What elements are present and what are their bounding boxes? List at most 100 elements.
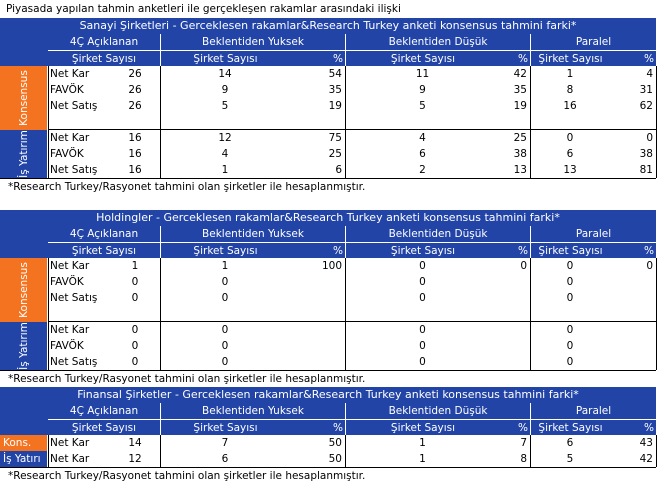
cell-value: 25 [513,132,527,144]
cell-value: 4 [419,132,426,144]
cell-value: 0 [221,356,229,368]
cell-value: 0 [131,324,139,336]
group-label: İş Yatırı [0,451,47,467]
subcolumn-header: % [500,242,530,258]
group-label: İş Yatırım [0,130,47,178]
column-rule [48,435,49,467]
cell-value: 7 [520,437,527,449]
column-header: 4Ç Açıklanan [48,34,160,50]
cell-value: 0 [131,276,139,288]
cell-value: 5 [419,100,426,112]
cell-value: 0 [131,292,139,304]
cell-value: 1 [419,453,426,465]
cell-value: 9 [419,84,426,96]
group-label-text: İş Yatırım [17,322,30,370]
footnote: *Research Turkey/Rasyonet tahmini olan ş… [8,470,366,482]
cell-value: 6 [419,148,426,160]
cell-value: 0 [566,276,574,288]
cell-value: 38 [639,148,653,160]
subcolumn-header: % [290,50,345,66]
column-rule [48,258,49,370]
cell-value: 12 [218,132,232,144]
cell-value: 0 [419,276,426,288]
cell-value: 42 [639,453,653,465]
column-rule [345,258,346,370]
cell-value: 31 [639,84,653,96]
subcolumn-header: % [610,50,656,66]
subcolumn-header: % [290,242,345,258]
column-header: Beklentiden Düşük [345,403,530,419]
cell-value: 0 [646,260,653,272]
cell-value: 7 [221,437,229,449]
subcolumn-header: Şirket Sayısı [160,419,290,435]
cell-value: 81 [639,164,653,176]
cell-value: 0 [221,276,229,288]
column-rule [160,66,161,178]
column-header: Beklentiden Yuksek [160,34,345,50]
cell-value: 0 [566,324,574,336]
cell-value: 1 [419,437,426,449]
cell-value: 8 [520,453,527,465]
cell-value: 5 [221,100,229,112]
subcolumn-header: % [500,419,530,435]
row-separator [48,129,656,130]
row-separator [48,321,656,322]
subcolumn-header: Şirket Sayısı [530,419,610,435]
column-rule [345,435,346,467]
row-label: Net Kar [50,68,90,80]
footnote: *Research Turkey/Rasyonet tahmini olan ş… [8,181,366,193]
cell-value: 0 [131,340,139,352]
footnote: *Research Turkey/Rasyonet tahmini olan ş… [8,373,366,385]
row-label: Net Satış [50,356,98,368]
group-label-text: İş Yatırım [17,130,30,178]
subcolumn-header: Şirket Sayısı [160,50,290,66]
table-header: Finansal Şirketler - Gerceklesen rakamla… [0,387,656,403]
group-label: Kons. [0,435,47,451]
cell-value: 19 [328,100,342,112]
cell-value: 8 [566,84,574,96]
cell-value: 100 [321,260,342,272]
cell-value: 0 [566,340,574,352]
column-rule [656,435,657,467]
cell-value: 14 [128,437,142,449]
subcolumn-header: % [500,50,530,66]
column-rule [345,66,346,178]
cell-value: 35 [513,84,527,96]
column-header: 4Ç Açıklanan [48,403,160,419]
cell-value: 4 [221,148,229,160]
cell-value: 16 [128,132,142,144]
cell-value: 43 [639,437,653,449]
row-label: FAVÖK [50,276,84,288]
cell-value: 0 [419,324,426,336]
cell-value: 11 [415,68,430,80]
subcolumn-header: Şirket Sayısı [530,242,610,258]
column-header: Paralel [530,34,656,50]
row-label: Net Kar [50,453,90,465]
cell-value: 0 [566,260,574,272]
group-label: Konsensus [0,258,47,322]
cell-value: 35 [328,84,342,96]
subcolumn-header: Şirket Sayısı [160,242,290,258]
cell-value: 1 [131,260,139,272]
cell-value: 13 [513,164,527,176]
cell-value: 6 [566,148,574,160]
group-label: İş Yatırım [0,322,47,370]
cell-value: 9 [221,84,229,96]
row-label: FAVÖK [50,148,84,160]
cell-value: 0 [419,292,426,304]
subcolumn-header: % [290,419,345,435]
column-header: Beklentiden Yuksek [160,403,345,419]
column-header: Paralel [530,403,656,419]
row-label: Net Kar [50,324,90,336]
cell-value: 50 [328,453,342,465]
cell-value: 0 [221,292,229,304]
cell-value: 26 [128,84,142,96]
cell-value: 0 [419,260,426,272]
cell-value: 0 [566,132,574,144]
cell-value: 0 [566,292,574,304]
group-label-text: Konsensus [17,70,30,126]
cell-value: 0 [520,260,527,272]
group-label: Konsensus [0,66,47,130]
cell-value: 19 [513,100,527,112]
